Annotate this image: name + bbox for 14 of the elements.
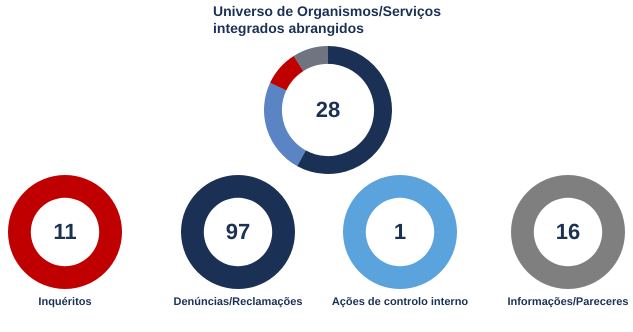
text: 1 — [394, 219, 406, 244]
text: Informações/Pareceres — [507, 296, 629, 308]
donut-slice — [297, 46, 392, 174]
chart-title: Universo de Organismos/Serviços integrados abrangidos — [213, 3, 442, 36]
donut-slice — [294, 46, 328, 72]
donut-slice — [264, 82, 306, 166]
text: 16 — [556, 219, 580, 244]
text: 28 — [316, 97, 340, 122]
text: Inquéritos — [38, 296, 92, 308]
text: 97 — [226, 219, 250, 244]
text: Ações de controlo interno — [332, 296, 468, 308]
text: Denúncias/Reclamações — [173, 296, 303, 308]
donut-slice — [270, 56, 304, 90]
text: 11 — [53, 219, 77, 244]
